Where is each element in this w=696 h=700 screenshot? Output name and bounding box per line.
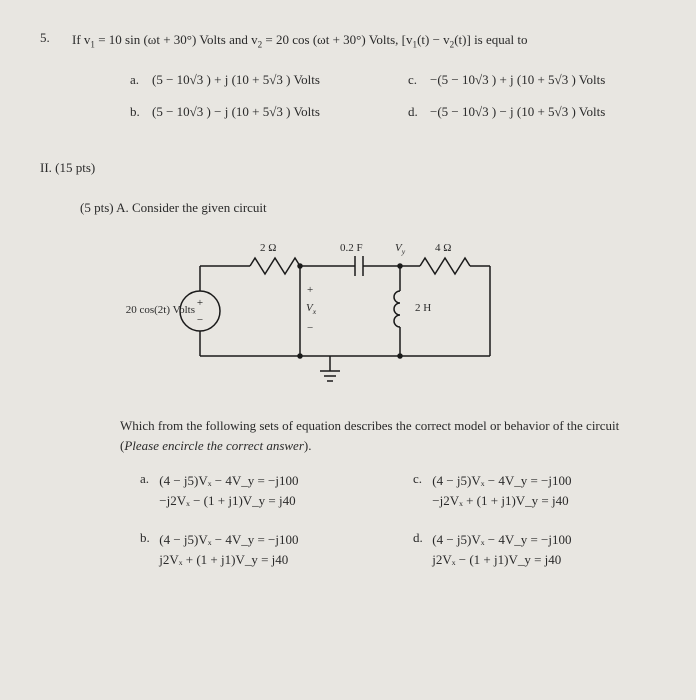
ans-d[interactable]: d. (4 − j5)Vₓ − 4V_y = −j100 j2Vₓ − (1 +… bbox=[413, 530, 656, 569]
which-question: Which from the following sets of equatio… bbox=[120, 416, 656, 455]
q5-number: 5. bbox=[40, 30, 60, 52]
src-label: 20 cos(2t) Volts bbox=[85, 304, 195, 316]
stem-end: (t)] is equal to bbox=[454, 32, 527, 47]
question-5: 5. If v1 = 10 sin (ωt + 30°) Volts and v… bbox=[40, 30, 656, 120]
option-d[interactable]: d. −(5 − 10√3 ) − j (10 + 5√3 ) Volts bbox=[408, 104, 656, 120]
r1-label: 2 Ω bbox=[260, 242, 276, 254]
ans-d-label: d. bbox=[413, 530, 429, 546]
ans-b-l1: (4 − j5)Vₓ − 4V_y = −j100 bbox=[159, 530, 298, 550]
ans-b-l2: j2Vₓ + (1 + j1)V_y = j40 bbox=[159, 550, 298, 570]
q5-options: a. (5 − 10√3 ) + j (10 + 5√3 ) Volts c. … bbox=[130, 72, 656, 120]
q5-header: 5. If v1 = 10 sin (ωt + 30°) Volts and v… bbox=[40, 30, 656, 52]
ans-a[interactable]: a. (4 − j5)Vₓ − 4V_y = −j100 −j2Vₓ − (1 … bbox=[140, 471, 383, 510]
opt-b-label: b. bbox=[130, 104, 144, 120]
answer-options: a. (4 − j5)Vₓ − 4V_y = −j100 −j2Vₓ − (1 … bbox=[140, 471, 656, 569]
ans-a-l2: −j2Vₓ − (1 + j1)V_y = j40 bbox=[159, 491, 298, 511]
part-a: (5 pts) A. Consider the given circuit bbox=[80, 200, 656, 569]
vx-minus: − bbox=[307, 322, 313, 334]
vx-sub: x bbox=[313, 307, 316, 316]
option-c[interactable]: c. −(5 − 10√3 ) + j (10 + 5√3 ) Volts bbox=[408, 72, 656, 88]
ans-c-l2: −j2Vₓ + (1 + j1)V_y = j40 bbox=[432, 491, 571, 511]
which-italic: Please encircle the correct answer bbox=[124, 438, 304, 453]
opt-c-label: c. bbox=[408, 72, 422, 88]
opt-b-text: (5 − 10√3 ) − j (10 + 5√3 ) Volts bbox=[152, 104, 320, 120]
section-2: II. (15 pts) (5 pts) A. Consider the giv… bbox=[40, 160, 656, 569]
ans-d-l2: j2Vₓ − (1 + j1)V_y = j40 bbox=[432, 550, 571, 570]
ans-a-label: a. bbox=[140, 471, 156, 487]
vx-label: Vx bbox=[306, 302, 316, 316]
stem-mid2: = 20 cos (ωt + 30°) Volts, [v bbox=[262, 32, 412, 47]
vx-v: V bbox=[306, 302, 313, 314]
opt-c-text: −(5 − 10√3 ) + j (10 + 5√3 ) Volts bbox=[430, 72, 605, 88]
stem-prefix: If v bbox=[72, 32, 90, 47]
part-a-header: (5 pts) A. Consider the given circuit bbox=[80, 200, 656, 216]
stem-mid3: (t) − v bbox=[417, 32, 450, 47]
vx-plus: + bbox=[307, 284, 313, 296]
ans-a-l1: (4 − j5)Vₓ − 4V_y = −j100 bbox=[159, 471, 298, 491]
section-2-header: II. (15 pts) bbox=[40, 160, 656, 176]
circuit-diagram: + − 2 Ω 0.2 F Vy 4 Ω 20 cos(2t) Volts + … bbox=[140, 236, 520, 396]
ind-label: 2 H bbox=[415, 302, 431, 314]
ans-c[interactable]: c. (4 − j5)Vₓ − 4V_y = −j100 −j2Vₓ + (1 … bbox=[413, 471, 656, 510]
ans-d-l1: (4 − j5)Vₓ − 4V_y = −j100 bbox=[432, 530, 571, 550]
cap-label: 0.2 F bbox=[340, 242, 363, 254]
option-a[interactable]: a. (5 − 10√3 ) + j (10 + 5√3 ) Volts bbox=[130, 72, 378, 88]
vy-v: V bbox=[395, 242, 402, 254]
ans-b-label: b. bbox=[140, 530, 156, 546]
which-end: ). bbox=[304, 438, 312, 453]
svg-text:−: − bbox=[197, 314, 203, 326]
opt-d-text: −(5 − 10√3 ) − j (10 + 5√3 ) Volts bbox=[430, 104, 605, 120]
vy-sub: y bbox=[402, 247, 405, 256]
ans-c-label: c. bbox=[413, 471, 429, 487]
ans-b[interactable]: b. (4 − j5)Vₓ − 4V_y = −j100 j2Vₓ + (1 +… bbox=[140, 530, 383, 569]
r2-label: 4 Ω bbox=[435, 242, 451, 254]
option-b[interactable]: b. (5 − 10√3 ) − j (10 + 5√3 ) Volts bbox=[130, 104, 378, 120]
vy-label: Vy bbox=[395, 242, 405, 256]
ans-c-l1: (4 − j5)Vₓ − 4V_y = −j100 bbox=[432, 471, 571, 491]
q5-stem: If v1 = 10 sin (ωt + 30°) Volts and v2 =… bbox=[72, 30, 656, 52]
svg-text:+: + bbox=[197, 297, 203, 309]
opt-d-label: d. bbox=[408, 104, 422, 120]
stem-mid1: = 10 sin (ωt + 30°) Volts and v bbox=[95, 32, 258, 47]
opt-a-text: (5 − 10√3 ) + j (10 + 5√3 ) Volts bbox=[152, 72, 320, 88]
opt-a-label: a. bbox=[130, 72, 144, 88]
